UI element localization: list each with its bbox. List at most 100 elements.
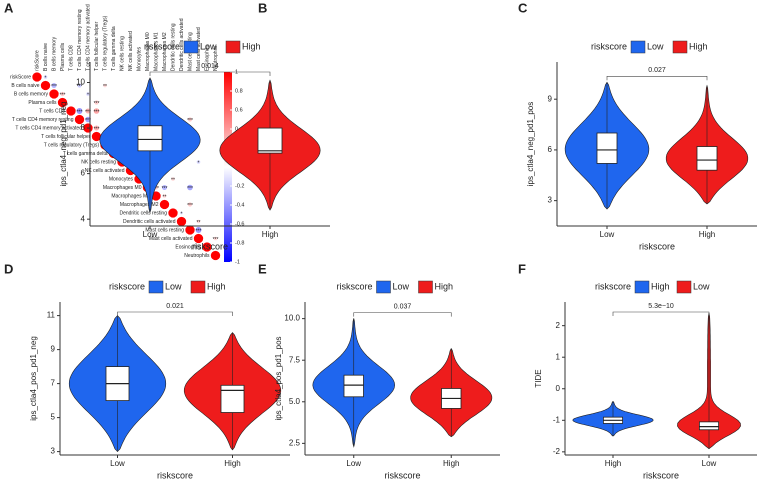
y-tick-label: 10.0 (284, 314, 300, 323)
box (343, 374, 364, 398)
row-label: T cells CD4 memory resting (12, 117, 74, 123)
colorbar-label: -0.2 (235, 183, 244, 189)
row-label: Neutrophils (184, 253, 210, 259)
column-label: T cells CD8 (68, 45, 74, 71)
legend-label: High (435, 281, 454, 291)
y-tick-label: 11 (47, 311, 56, 320)
y-tick-label: -2 (553, 447, 561, 456)
significance: ** (163, 194, 167, 200)
significance: *** (94, 109, 100, 115)
significance-bracket (606, 75, 708, 81)
row-label: B cells naive (11, 83, 39, 89)
y-tick-label: 3 (51, 447, 56, 456)
corr-circle (74, 114, 85, 125)
corr-circle (57, 97, 68, 108)
box (699, 421, 720, 431)
corr-circle (168, 208, 178, 218)
column-label: Macrophages M0 (145, 32, 151, 71)
panel-letter: F (518, 261, 526, 276)
x-tick-label: Low (143, 230, 158, 239)
significance: * (87, 92, 89, 98)
column-label: Mast cells activated (196, 27, 202, 71)
row-label: Eosinophils (175, 244, 201, 250)
colorbar-label: 0.8 (235, 88, 243, 94)
corr-circle (93, 125, 100, 131)
column-label: Neutrophils (213, 45, 219, 71)
corr-circle (202, 242, 212, 252)
significance-bracket (149, 71, 271, 76)
corr-circle (161, 184, 168, 191)
significance: *** (213, 237, 219, 243)
row-label: riskScore (10, 74, 31, 80)
colorbar-label: -0.6 (235, 221, 244, 227)
y-tick-label: 0 (556, 384, 561, 393)
x-tick-label: Low (702, 459, 717, 468)
legend-swatch (190, 280, 206, 294)
y-axis-title: TIDE (534, 369, 543, 387)
significance: * (181, 211, 183, 217)
significance: * (45, 75, 47, 81)
y-tick-label: 5.0 (289, 397, 301, 406)
p-value: 0.027 (648, 67, 666, 74)
x-axis-title: riskscore (643, 470, 679, 480)
y-tick-label: 5 (51, 413, 56, 422)
x-tick-label: Low (110, 459, 125, 468)
x-tick-label: High (224, 459, 240, 468)
significance: *** (94, 126, 100, 132)
colorbar-label: -0.8 (235, 240, 244, 246)
legend-swatch (148, 280, 164, 294)
corr-circle (187, 202, 193, 207)
colorbar-label: 1 (235, 69, 238, 75)
corr-circle (196, 219, 201, 224)
panel-letter: A (4, 0, 14, 15)
column-label: T cells gamma delta (111, 26, 117, 71)
corr-circle (94, 100, 99, 105)
corr-circle (162, 194, 167, 198)
significance: *** (85, 118, 91, 124)
legend-title: riskscore (336, 281, 372, 291)
legend-swatch (418, 280, 433, 294)
significance: *** (60, 92, 66, 98)
legend-title: riskscore (591, 41, 627, 51)
y-tick-label: 6 (81, 169, 86, 178)
row-label: T cells CD4 memory activated (15, 125, 82, 131)
legend-label: Low (647, 41, 664, 51)
corr-circle (77, 83, 82, 88)
legend-swatch (634, 280, 650, 294)
box (137, 125, 163, 152)
row-label: Macrophages M1 (111, 193, 150, 199)
colorbar-label: -1 (235, 259, 240, 265)
corr-circle (187, 184, 193, 191)
legend-title: riskscore (109, 281, 145, 291)
column-label: T cells regulatory (Tregs) (102, 15, 108, 71)
colorbar (224, 72, 232, 262)
corr-circle (195, 227, 202, 233)
legend-title: riskscore (144, 41, 180, 51)
panel-letter: B (258, 0, 267, 15)
row-label: NK cells activated (85, 168, 125, 174)
y-tick-label: 3 (548, 196, 553, 205)
column-label: NK cells resting (119, 36, 125, 71)
colorbar-label: 0.6 (235, 107, 243, 113)
corr-circle (159, 199, 170, 210)
x-axis-title: riskscore (639, 241, 675, 251)
y-axis-title: ips_ctla4_pos_pd1_pos (274, 336, 283, 420)
corr-circle (103, 83, 107, 88)
legend-swatch (183, 40, 199, 54)
p-value: 5.3e−10 (648, 303, 674, 310)
significance: *** (51, 84, 57, 90)
column-label: Monocytes (136, 46, 142, 71)
corr-circle (196, 160, 201, 164)
panel-letter: D (4, 261, 13, 276)
panel-letter: C (518, 0, 528, 15)
corr-circle (187, 117, 193, 122)
legend-label: Low (693, 281, 710, 291)
panel-letter: E (258, 261, 267, 276)
y-tick-label: -1 (553, 415, 561, 424)
column-label: T cells CD4 memory resting (77, 9, 83, 71)
box (596, 132, 618, 164)
x-tick-label: High (605, 459, 621, 468)
y-axis-title: ips_ctla4_neg_pd1_neg (59, 102, 68, 187)
row-label: Plasma cells (28, 100, 57, 106)
corr-circle (60, 91, 65, 97)
